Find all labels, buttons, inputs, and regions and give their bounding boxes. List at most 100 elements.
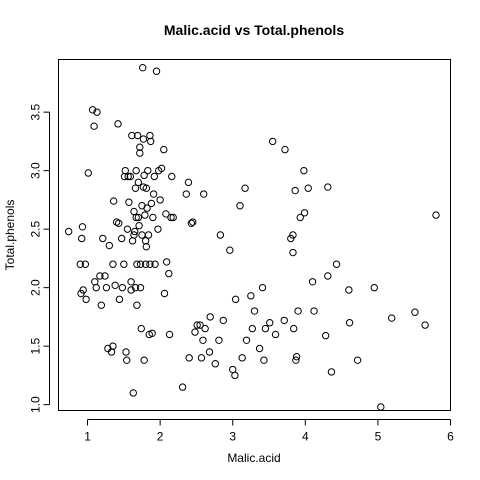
data-point xyxy=(114,120,122,128)
data-point xyxy=(308,278,317,286)
data-point xyxy=(292,352,301,361)
data-point xyxy=(178,383,187,391)
chart-title: Malic.acid vs Total.phenols xyxy=(164,22,344,38)
data-point xyxy=(134,178,143,187)
data-point xyxy=(141,211,149,219)
data-point xyxy=(206,313,214,321)
data-point xyxy=(131,283,140,292)
data-point xyxy=(432,211,440,219)
data-point xyxy=(146,260,154,268)
data-point xyxy=(146,137,155,146)
data-point xyxy=(271,330,280,339)
data-point xyxy=(99,234,107,243)
data-point xyxy=(109,197,118,205)
data-point xyxy=(148,329,156,337)
data-point xyxy=(377,403,385,411)
data-point xyxy=(124,172,132,181)
data-point xyxy=(199,336,207,344)
data-point xyxy=(388,314,396,322)
x-tick-label: 6 xyxy=(447,430,454,444)
data-point xyxy=(169,213,177,222)
data-point xyxy=(109,342,117,350)
data-point xyxy=(140,171,148,180)
data-point xyxy=(96,272,104,280)
data-point xyxy=(353,356,362,364)
data-point xyxy=(167,213,175,222)
data-point xyxy=(139,135,148,143)
data-point xyxy=(304,184,312,192)
data-point xyxy=(160,145,168,154)
data-point xyxy=(162,258,171,266)
y-tick-label: 2.5 xyxy=(29,220,43,237)
x-tick-label: 2 xyxy=(157,430,164,444)
data-point xyxy=(231,295,240,304)
data-point xyxy=(260,356,268,364)
data-point xyxy=(134,213,143,222)
data-point xyxy=(82,295,90,304)
x-tick-label: 5 xyxy=(375,430,382,444)
data-point xyxy=(101,272,109,280)
data-point xyxy=(280,316,288,325)
data-point xyxy=(137,324,145,333)
data-point xyxy=(189,218,197,226)
data-point xyxy=(154,225,162,233)
data-point xyxy=(182,190,190,198)
data-point xyxy=(216,231,225,239)
data-point xyxy=(290,324,298,333)
plot-frame xyxy=(58,59,451,411)
data-point xyxy=(142,243,151,251)
data-point xyxy=(121,166,129,175)
data-point xyxy=(421,321,429,329)
data-point xyxy=(115,295,124,304)
data-point xyxy=(129,389,137,397)
y-tick-label: 3.5 xyxy=(29,103,43,120)
data-point xyxy=(111,281,119,290)
data-point xyxy=(136,283,145,292)
data-point xyxy=(127,278,135,286)
data-point xyxy=(131,227,139,236)
y-axis-label: Total.phenols xyxy=(3,200,17,271)
data-point xyxy=(289,231,297,239)
data-point xyxy=(131,184,140,192)
data-point xyxy=(136,143,144,151)
data-point xyxy=(255,344,264,353)
data-point xyxy=(199,190,208,198)
data-point xyxy=(162,210,170,218)
data-point xyxy=(64,227,73,236)
data-point xyxy=(128,131,136,140)
data-point xyxy=(231,371,239,380)
data-point xyxy=(147,199,156,208)
data-point xyxy=(139,63,147,72)
x-axis-label: Malic.acid xyxy=(227,451,280,465)
data-point xyxy=(215,336,223,344)
data-point xyxy=(238,354,246,362)
data-point xyxy=(211,360,220,368)
data-point xyxy=(157,164,166,173)
y-tick-label: 1.5 xyxy=(29,337,43,354)
x-tick-label: 1 xyxy=(84,430,91,444)
data-point xyxy=(151,260,159,268)
data-point xyxy=(136,149,144,157)
data-point xyxy=(93,108,101,116)
x-tick-label: 3 xyxy=(229,430,236,444)
data-point xyxy=(152,67,161,75)
data-point xyxy=(191,328,199,336)
data-point xyxy=(109,260,117,268)
data-point xyxy=(127,286,135,294)
data-point xyxy=(321,331,330,340)
data-point xyxy=(135,221,143,230)
y-tick-label: 3.0 xyxy=(29,162,43,179)
data-point xyxy=(201,324,209,333)
data-point xyxy=(292,356,300,364)
data-point xyxy=(132,166,140,175)
x-tick-label: 4 xyxy=(302,430,309,444)
data-point xyxy=(88,106,97,114)
data-point xyxy=(130,231,138,239)
data-point xyxy=(241,184,249,192)
data-point xyxy=(125,198,133,206)
data-point xyxy=(132,213,140,222)
data-point xyxy=(332,260,341,268)
data-point xyxy=(165,269,173,278)
data-point xyxy=(92,283,100,292)
data-point xyxy=(144,166,152,175)
